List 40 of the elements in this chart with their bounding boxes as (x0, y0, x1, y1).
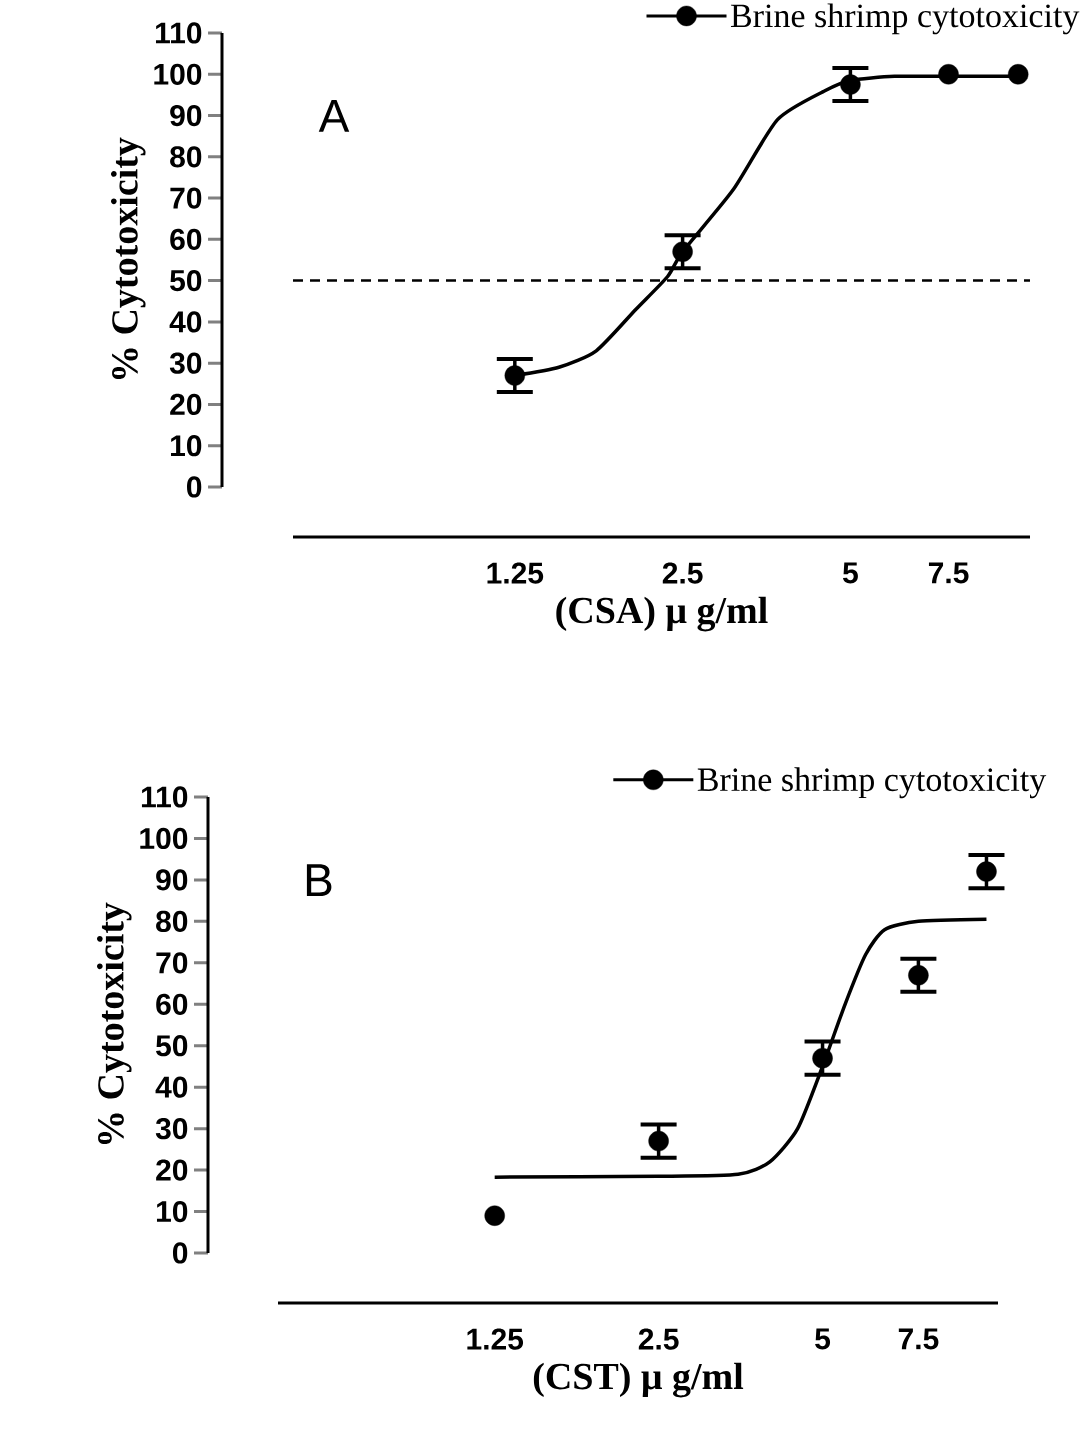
y-tick-label: 100 (140, 827, 188, 850)
y-tick-label: 0 (172, 1242, 188, 1264)
annotation: A (318, 100, 350, 132)
x-tick-label: 1.25 (467, 1328, 524, 1350)
y-tick-label: 10 (171, 435, 202, 457)
x-tick-label: 5 (815, 1328, 831, 1350)
legend-label: Brine shrimp cytotoxicity (697, 767, 1047, 799)
y-tick-label: 30 (155, 1117, 188, 1140)
x-tick-label: 7.5 (928, 562, 969, 584)
y-tick-label: 50 (156, 1035, 188, 1057)
y-tick-label: 50 (170, 270, 202, 292)
x-tick-label: 7.5 (898, 1328, 939, 1350)
y-tick-label: 60 (170, 228, 202, 250)
annotation: B (306, 864, 332, 897)
y-tick-label: 20 (170, 393, 202, 416)
y-tick-label: 70 (170, 187, 202, 209)
y-tick-label: 100 (154, 63, 202, 85)
y-tick-label: 0 (187, 476, 202, 498)
x-axis-title: (CSA) μ g/ml (556, 596, 768, 632)
y-tick-label: 110 (155, 22, 202, 44)
y-axis-title: % Cytotoxicity (96, 902, 132, 1145)
y-tick-label: 30 (169, 352, 202, 374)
y-tick-label: 40 (155, 1076, 188, 1098)
legend-label: Brine shrimp cytotoxicity (730, 3, 1080, 35)
x-tick-label: 2.5 (638, 1328, 679, 1350)
y-tick-label: 20 (156, 1159, 188, 1181)
y-tick-label: 90 (170, 104, 202, 127)
y-tick-label: 110 (141, 786, 188, 808)
y-tick-label: 90 (156, 869, 188, 891)
y-tick-label: 80 (156, 910, 188, 932)
x-tick-label: 2.5 (662, 562, 703, 584)
y-tick-label: 10 (156, 1200, 188, 1223)
x-tick-label: 1.25 (487, 562, 544, 584)
y-tick-label: 40 (169, 311, 202, 333)
x-axis-title: (CST) μ g/ml (533, 1362, 744, 1398)
y-tick-label: 70 (156, 952, 188, 974)
y-tick-label: 60 (156, 993, 188, 1015)
y-axis-title: % Cytotoxicity (110, 137, 146, 380)
y-tick-label: 80 (170, 146, 202, 168)
x-tick-label: 5 (842, 562, 858, 584)
